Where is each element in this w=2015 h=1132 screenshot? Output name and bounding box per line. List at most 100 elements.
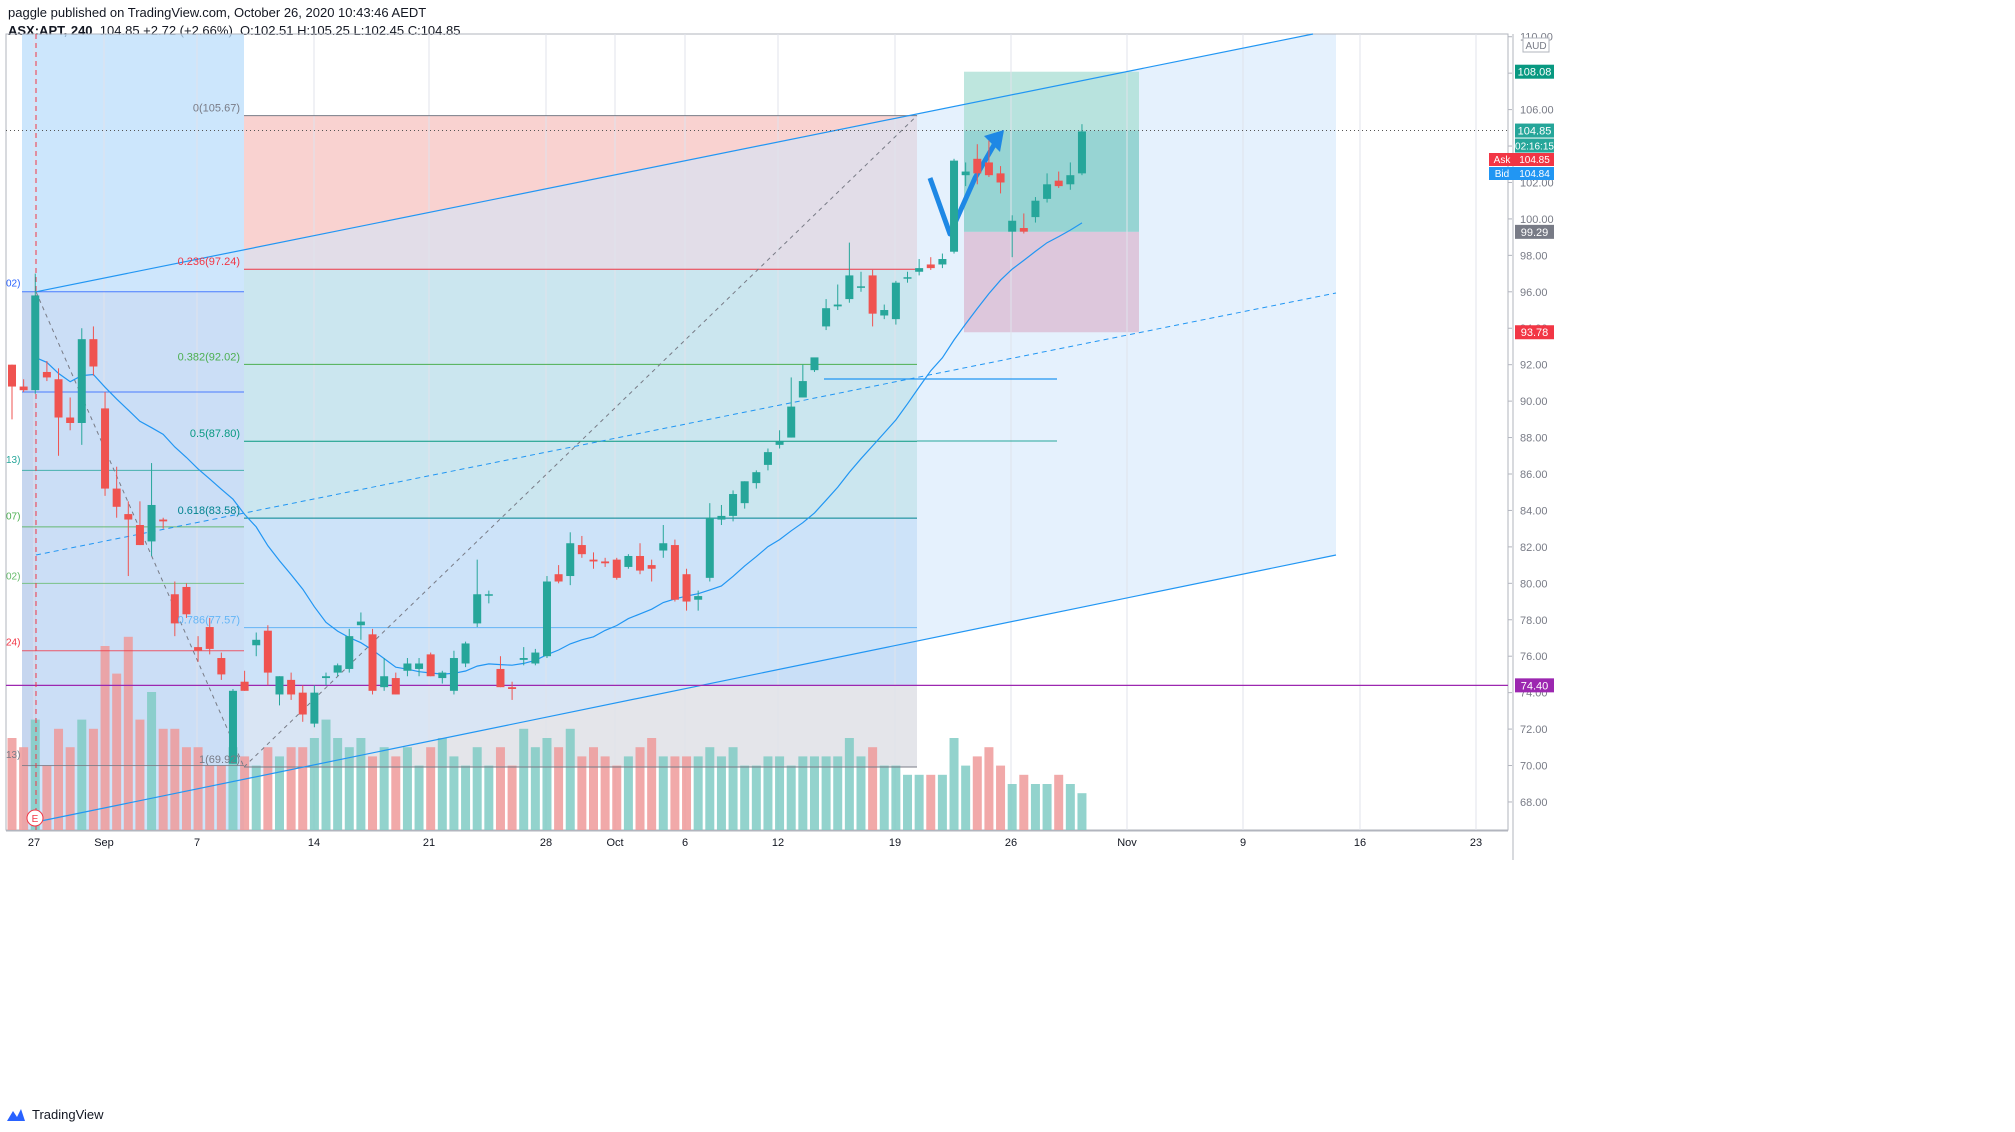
candle-body [217, 658, 226, 675]
volume-bar [391, 756, 401, 830]
volume-bar [135, 719, 145, 830]
volume-bar [240, 756, 250, 830]
candle-body [845, 275, 854, 300]
last-price-value: 104.85 [1518, 126, 1552, 138]
volume-bar [693, 756, 703, 830]
y-tick-label: 106.00 [1520, 105, 1554, 117]
volume-bar [472, 747, 482, 830]
volume-bar [147, 692, 157, 830]
y-tick-label: 84.00 [1520, 505, 1548, 517]
candle-body [473, 594, 482, 624]
candle-body [763, 452, 772, 465]
x-tick-label: Nov [1117, 837, 1137, 849]
volume-bar [1077, 793, 1087, 830]
y-tick-label: 68.00 [1520, 797, 1548, 809]
candle-body [589, 559, 598, 562]
volume-bar [170, 728, 180, 830]
volume-bar [798, 756, 808, 830]
candle-body [682, 574, 691, 602]
candle-body [542, 581, 551, 657]
candle-body [135, 525, 144, 546]
candle-body [717, 515, 726, 520]
volume-bar [903, 774, 913, 830]
candle-body [263, 630, 272, 673]
candle-body [333, 665, 342, 673]
candle-body [612, 559, 621, 578]
volume-bar [437, 738, 447, 830]
volume-bar [914, 774, 924, 830]
x-tick-label: 16 [1354, 837, 1366, 849]
fib-label: 0.236(97.24) [178, 256, 240, 268]
y-tick-label: 92.00 [1520, 360, 1548, 372]
volume-bar [786, 765, 796, 830]
candle-body [1054, 180, 1063, 187]
x-tick-label: 19 [889, 837, 901, 849]
candle-body [484, 594, 493, 596]
volume-bar [123, 636, 133, 830]
volume-bar [65, 747, 75, 830]
volume-bar [77, 719, 87, 830]
candle-body [42, 371, 51, 378]
volume-bar [589, 747, 598, 830]
candle-body [752, 472, 761, 484]
y-tick-label: 100.00 [1520, 214, 1554, 226]
x-tick-label: 28 [540, 837, 552, 849]
candle-body [880, 310, 889, 316]
volume-bar [1030, 784, 1040, 830]
candle-body [403, 663, 412, 671]
moving-average [35, 222, 1083, 675]
candle-body [415, 663, 424, 669]
left-fib-label: 02) [6, 278, 20, 289]
volume-bar [554, 747, 564, 830]
volume-bar [740, 765, 750, 830]
candle-body [461, 643, 470, 664]
y-tick-label: 78.00 [1520, 615, 1548, 627]
earnings-marker-label: E [32, 814, 39, 825]
candle-body [66, 417, 75, 423]
volume-bar [19, 747, 29, 830]
y-tick-label: 76.00 [1520, 651, 1548, 663]
volume-bar [88, 728, 98, 830]
candle-body [694, 596, 703, 600]
fib-label: 0.618(83.58) [178, 505, 240, 517]
candle-body [8, 364, 16, 387]
candle-body [194, 647, 203, 651]
volume-bar [274, 756, 284, 830]
volume-bar [670, 756, 680, 830]
volume-bar [414, 765, 424, 830]
candle-body [647, 565, 656, 569]
time-axis[interactable]: 27 Sep 7 14 21 28 Oct 6 12 19 26 Nov 9 16 23 [6, 830, 1508, 849]
candle-body [624, 555, 633, 567]
candle-body [670, 545, 679, 600]
volume-bar [298, 747, 308, 830]
price-axis[interactable]: 68.0070.0072.0074.0076.0078.0080.0082.00… [1489, 32, 1554, 860]
candle-body [822, 308, 831, 327]
volume-bar [763, 756, 773, 830]
ask-label: Ask [1494, 155, 1512, 166]
x-tick-label: 27 [28, 837, 40, 849]
candle-body [566, 543, 575, 577]
price-label-badge [1515, 678, 1554, 693]
arrow-head-icon [984, 130, 1004, 152]
volume-bar [1019, 774, 1029, 830]
candle-body [996, 173, 1005, 183]
y-tick-label: 82.00 [1520, 542, 1548, 554]
volume-bar [647, 738, 657, 830]
volume-bar [1054, 774, 1064, 830]
y-tick-label: 90.00 [1520, 396, 1548, 408]
left-fib-label: 13) [6, 750, 20, 761]
candle-body [659, 543, 668, 551]
volume-bar [1007, 784, 1017, 830]
candle-body [438, 672, 447, 679]
candle-body [938, 259, 947, 265]
volume-bar [728, 747, 738, 830]
candle-body [868, 275, 877, 314]
candle-body [228, 690, 237, 764]
volume-bar [635, 747, 645, 830]
candle-body [159, 519, 168, 522]
brand-name: TradingView [32, 1107, 104, 1122]
volume-bar [972, 756, 982, 830]
volume-bar [833, 756, 843, 830]
volume-bar [868, 747, 878, 830]
